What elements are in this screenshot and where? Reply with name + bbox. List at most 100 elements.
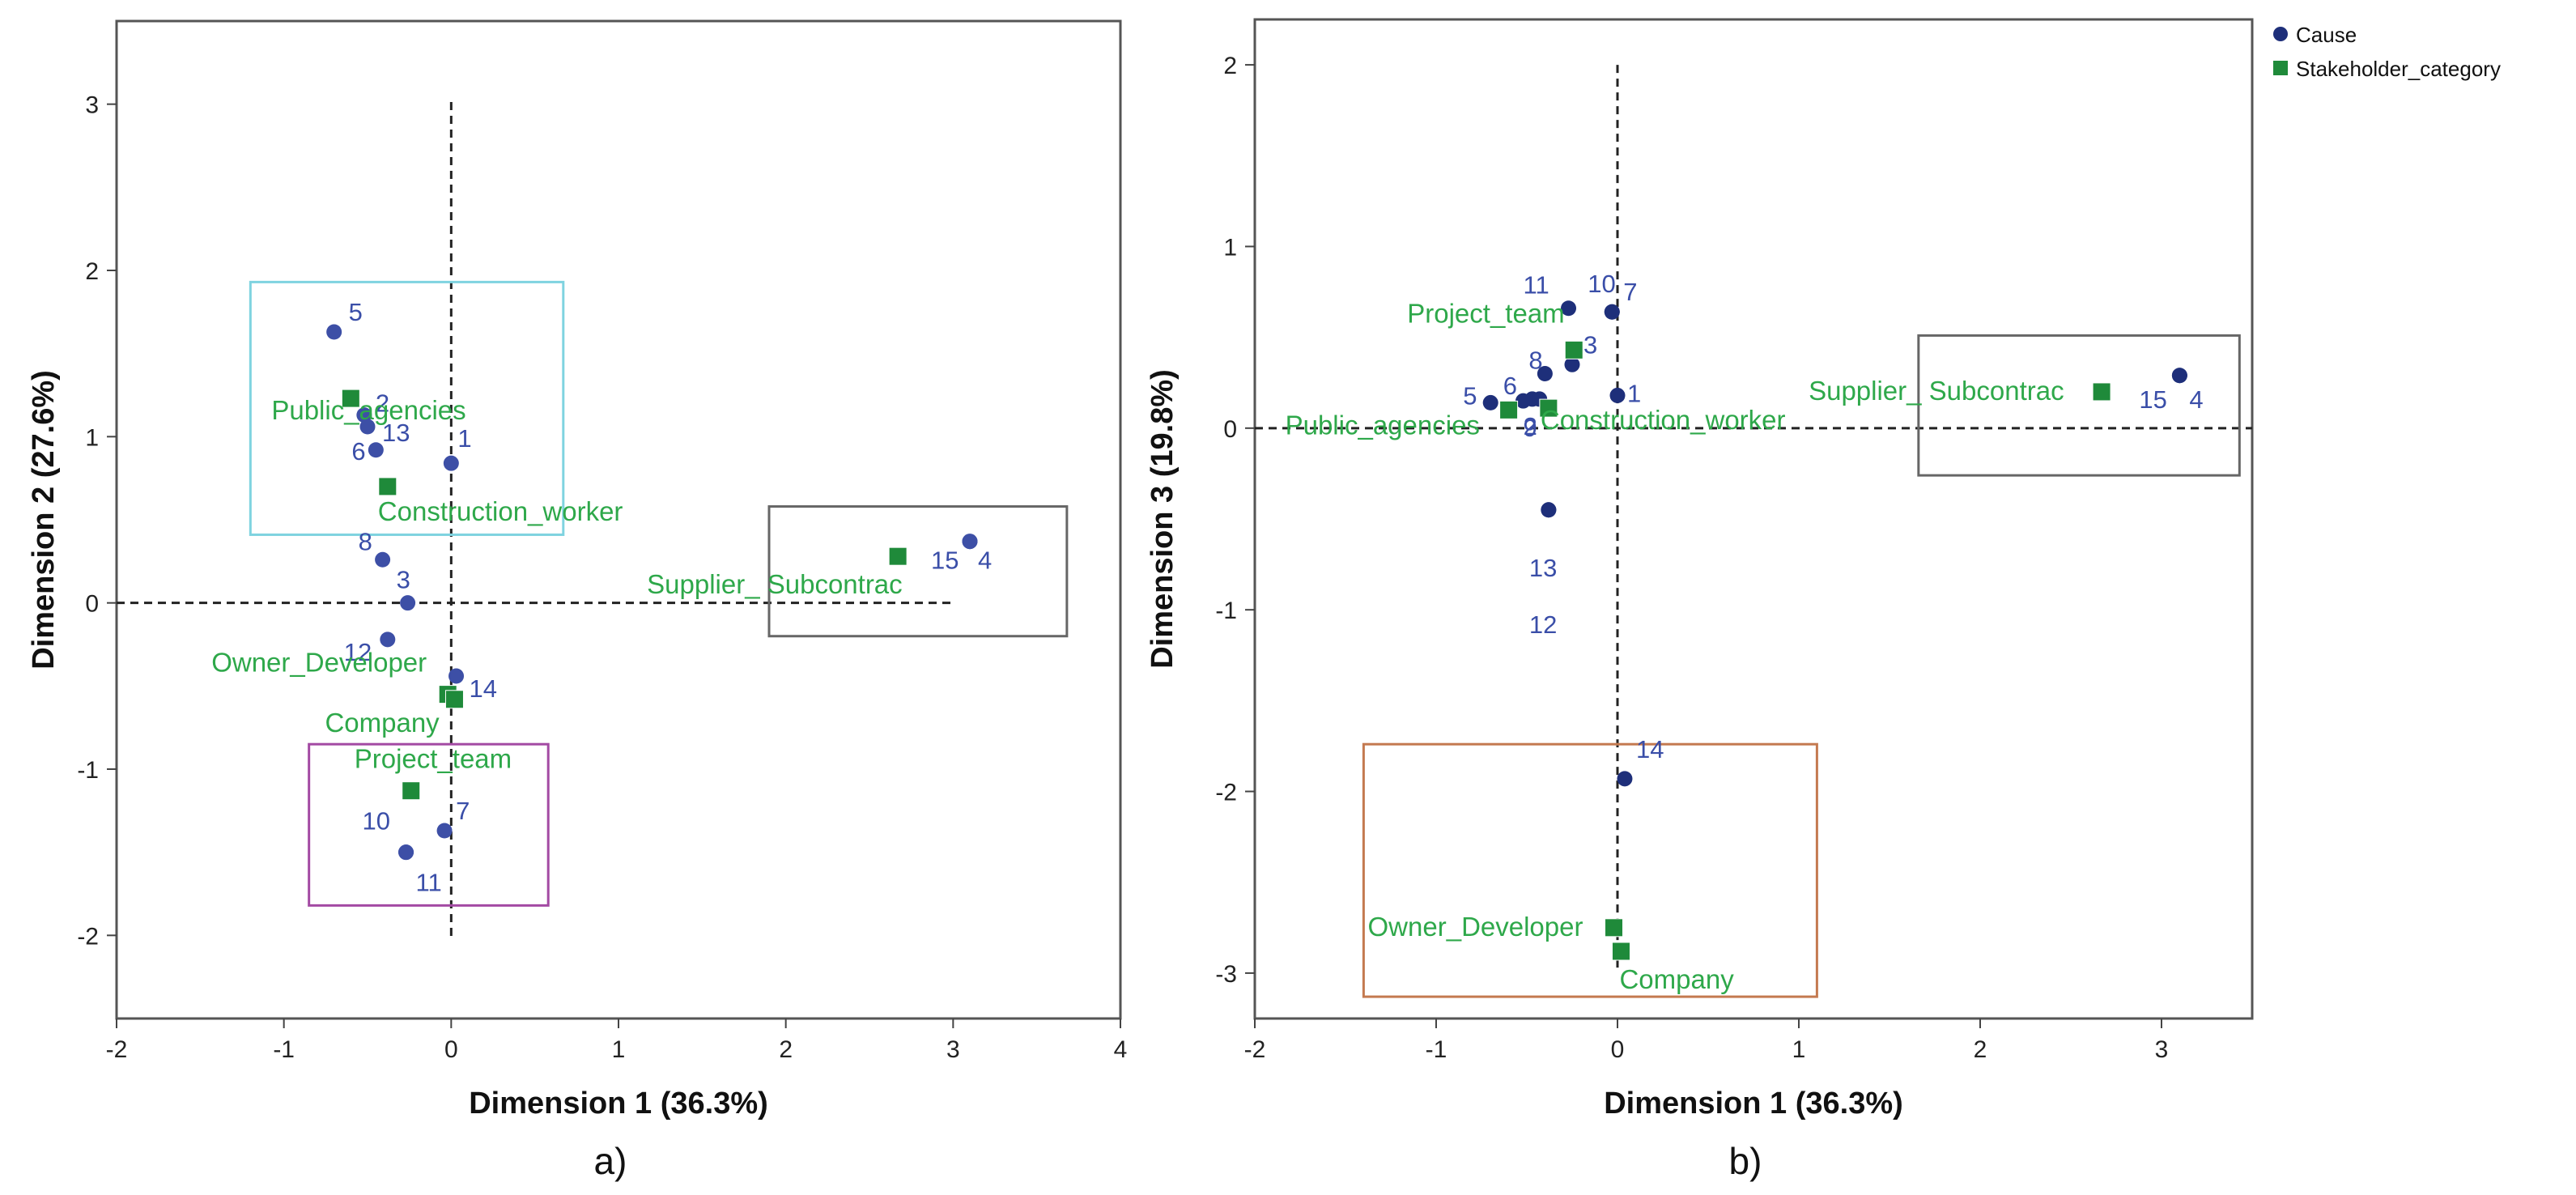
cause-point-label: 13 bbox=[382, 419, 410, 447]
stakeholder-point-label: Company bbox=[1619, 964, 1734, 994]
cause-point-label: 13 bbox=[1529, 554, 1557, 582]
cause-point bbox=[448, 668, 465, 684]
stakeholder-point-label: Project_team bbox=[355, 744, 512, 774]
x-tick-label: 0 bbox=[1611, 1036, 1625, 1063]
cause-point bbox=[2171, 368, 2187, 384]
cause-point-label: 14 bbox=[1636, 735, 1664, 763]
cause-point-label: 2 bbox=[1524, 412, 1537, 440]
x-tick-label: 3 bbox=[946, 1036, 960, 1063]
cause-point bbox=[1609, 387, 1626, 403]
stakeholder-point bbox=[341, 389, 360, 408]
y-tick-label: 1 bbox=[1223, 234, 1237, 261]
cause-point-label: 6 bbox=[351, 437, 365, 466]
stakeholder-point-label: Supplier_ Subcontrac bbox=[1809, 376, 2064, 406]
stakeholder-point-label: Owner_Developer bbox=[1368, 912, 1583, 942]
cause-point-label: 8 bbox=[359, 527, 372, 555]
x-tick-label: 1 bbox=[612, 1036, 626, 1063]
cause-point bbox=[398, 844, 414, 861]
legend-entry-label: Stakeholder_category bbox=[2296, 57, 2501, 81]
cause-point-label: 15 bbox=[2139, 385, 2166, 414]
y-tick-label: 0 bbox=[1223, 416, 1237, 443]
stakeholder-point bbox=[1564, 340, 1583, 359]
stakeholder-point-label: Construction_worker bbox=[378, 496, 623, 526]
cause-point-label: 11 bbox=[416, 869, 442, 897]
y-tick-label: -2 bbox=[77, 923, 99, 950]
cause-point bbox=[356, 407, 372, 423]
cause-point-label: 12 bbox=[1529, 610, 1557, 639]
stakeholder-point bbox=[444, 690, 464, 709]
x-tick-label: 2 bbox=[1974, 1036, 1987, 1063]
stakeholder-point-label: Owner_Developer bbox=[211, 648, 427, 678]
cause-point-label: 1 bbox=[457, 424, 471, 453]
y-axis-title: Dimension 3 (19.8%) bbox=[1146, 369, 1180, 669]
highlight-box bbox=[308, 742, 550, 907]
cause-point-label: 6 bbox=[1503, 372, 1517, 400]
cause-point-label: 2 bbox=[376, 389, 389, 418]
plot-frame bbox=[115, 19, 1122, 1020]
cause-point-label: 4 bbox=[2189, 385, 2203, 414]
cause-point bbox=[1564, 356, 1580, 372]
stakeholder-point bbox=[378, 477, 397, 496]
y-tick-label: -2 bbox=[1215, 780, 1237, 806]
y-tick-label: 2 bbox=[1223, 53, 1237, 79]
cause-point-label: 11 bbox=[1524, 271, 1549, 300]
highlight-box bbox=[1917, 334, 2241, 477]
x-tick-label: 4 bbox=[1114, 1036, 1128, 1063]
y-tick-label: 3 bbox=[85, 92, 99, 119]
stakeholder-point bbox=[2092, 382, 2111, 402]
cause-point-label: 4 bbox=[978, 546, 992, 575]
stakeholder-point bbox=[402, 781, 421, 801]
highlight-box bbox=[249, 280, 565, 536]
x-axis-title: Dimension 1 (36.3%) bbox=[469, 1087, 768, 1121]
cause-point-label: 1 bbox=[1627, 379, 1641, 407]
stakeholder-point-label: Project_team bbox=[1407, 298, 1564, 328]
x-tick-label: 0 bbox=[444, 1036, 458, 1063]
cause-point-label: 12 bbox=[344, 638, 372, 666]
y-tick-label: 1 bbox=[85, 424, 99, 451]
stakeholder-point bbox=[888, 546, 908, 566]
cause-point-label: 10 bbox=[1588, 270, 1615, 298]
cause-point bbox=[326, 324, 342, 340]
y-tick-label: -3 bbox=[1215, 961, 1237, 988]
cause-point-label: 14 bbox=[470, 674, 497, 703]
stakeholder-point bbox=[1605, 918, 1624, 938]
x-tick-label: 2 bbox=[779, 1036, 793, 1063]
cause-point bbox=[368, 442, 384, 458]
cause-point bbox=[443, 455, 459, 471]
highlight-box bbox=[1362, 742, 1818, 998]
stakeholder-point-label: Company bbox=[325, 708, 440, 738]
cause-point bbox=[1515, 393, 1532, 409]
stakeholder-point-label: Public_agencies bbox=[271, 395, 465, 425]
cause-point-label: 5 bbox=[1463, 381, 1477, 410]
legend-entry-label: Cause bbox=[2296, 23, 2357, 47]
cause-point bbox=[1604, 304, 1620, 320]
stakeholder-point-label: Supplier_ Subcontrac bbox=[647, 569, 903, 599]
cause-point bbox=[1537, 366, 1553, 382]
x-tick-label: 1 bbox=[1792, 1036, 1806, 1063]
cause-point-label: 7 bbox=[456, 797, 470, 825]
x-tick-label: -2 bbox=[1244, 1036, 1266, 1063]
cause-point bbox=[380, 632, 396, 648]
y-tick-label: 0 bbox=[85, 591, 99, 618]
panel-caption: b) bbox=[1729, 1140, 1762, 1182]
x-tick-label: -2 bbox=[106, 1036, 128, 1063]
cause-point bbox=[1561, 300, 1577, 317]
legend-stakeholder-swatch bbox=[2273, 61, 2288, 75]
y-tick-label: -1 bbox=[77, 757, 99, 784]
cause-point bbox=[359, 419, 376, 435]
cause-point bbox=[1541, 502, 1557, 518]
stakeholder-point-label: Public_agencies bbox=[1286, 410, 1480, 440]
y-axis-title: Dimension 2 (27.6%) bbox=[27, 370, 61, 670]
panel-caption: a) bbox=[594, 1140, 627, 1182]
x-axis-title: Dimension 1 (36.3%) bbox=[1604, 1087, 1903, 1121]
cause-point-label: 3 bbox=[1583, 330, 1597, 359]
legend: Cause Stakeholder_category bbox=[2273, 23, 2501, 81]
cause-point bbox=[436, 823, 453, 839]
y-tick-label: -1 bbox=[1215, 598, 1237, 624]
cause-point bbox=[1482, 394, 1498, 410]
cause-point bbox=[1617, 771, 1633, 787]
x-tick-label: -1 bbox=[273, 1036, 295, 1063]
cause-point bbox=[400, 595, 416, 611]
